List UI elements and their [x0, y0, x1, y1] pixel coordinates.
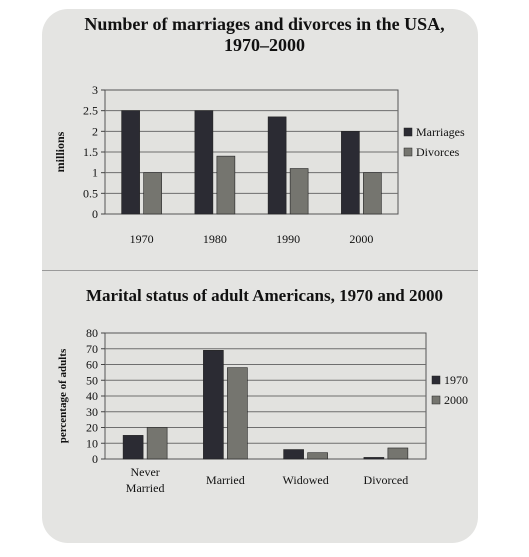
chart1-legend-swatch: [403, 127, 413, 137]
chart2-x-tick-label: Married: [206, 473, 245, 487]
chart1-legend-label: Marriages: [416, 125, 465, 139]
chart2-bar-1970: [122, 435, 144, 460]
chart1-title-line1: Number of marriages and divorces in the …: [84, 14, 445, 34]
chart1-bar-marriages: [341, 131, 360, 215]
chart1-y-tick-label: 2: [92, 124, 98, 138]
chart2-y-tick-label: 50: [86, 373, 98, 387]
chart2-legend-label: 2000: [444, 393, 468, 407]
chart2-legend-label: 1970: [444, 373, 468, 387]
chart1-x-tick-label: 1990: [276, 232, 300, 246]
chart1-y-tick-label: 1: [92, 166, 98, 180]
chart1-bar-divorces: [289, 168, 309, 215]
chart2-bar-2000: [146, 427, 168, 460]
chart1-y-tick-label: 2.5: [83, 104, 98, 118]
chart2-y-tick-label: 0: [92, 452, 98, 466]
chart-divider: [42, 270, 478, 271]
chart1-bar-marriages: [267, 116, 287, 215]
chart2-bar-1970: [283, 449, 304, 460]
chart2-y-axis-label: percentage of adults: [57, 348, 69, 443]
chart2-x-tick-label: Never: [130, 465, 159, 479]
chart1-bar-divorces: [216, 155, 236, 215]
chart2-y-tick-label: 20: [86, 421, 98, 435]
chart1-title-line2: 1970–2000: [224, 35, 305, 55]
chart2-bar-2000: [387, 447, 409, 460]
chart1-bar-divorces: [363, 172, 382, 215]
chart2-y-tick-label: 80: [86, 326, 98, 340]
chart2-y-tick-label: 60: [86, 358, 98, 372]
chart1-legend-label: Divorces: [416, 145, 460, 159]
chart1-bar-marriages: [121, 110, 140, 215]
chart2-y-tick-label: 40: [86, 389, 98, 403]
chart2-x-tick-label: Divorced: [364, 473, 409, 487]
chart1-title: Number of marriages and divorces in the …: [0, 14, 529, 56]
chart1-y-tick-label: 1.5: [83, 145, 98, 159]
chart1-bar-marriages: [194, 110, 214, 215]
chart1-x-tick-label: 2000: [349, 232, 373, 246]
chart2-bar-1970: [203, 350, 224, 460]
chart1-legend-swatch: [403, 147, 413, 157]
chart2-bar-1970: [363, 457, 385, 460]
chart2-legend-swatch: [431, 395, 441, 405]
chart2-y-tick-label: 10: [86, 436, 98, 450]
chart1-y-axis-label: millions: [53, 131, 67, 172]
chart2-x-tick-label: Widowed: [283, 473, 329, 487]
chart2-x-tick-label: Married: [126, 481, 165, 495]
chart2-bar-2000: [307, 452, 328, 460]
chart1-y-tick-label: 0: [92, 207, 98, 221]
chart1-y-tick-label: 0.5: [83, 186, 98, 200]
chart1-bar-divorces: [143, 172, 162, 215]
chart2-bar-2000: [227, 367, 248, 460]
chart1-y-tick-label: 3: [92, 83, 98, 97]
chart1-x-tick-label: 1970: [130, 232, 154, 246]
chart2-title: Marital status of adult Americans, 1970 …: [86, 286, 443, 305]
chart2-y-tick-label: 70: [86, 342, 98, 356]
chart2-y-tick-label: 30: [86, 405, 98, 419]
chart1-x-tick-label: 1980: [203, 232, 227, 246]
chart2-legend-swatch: [431, 375, 441, 385]
